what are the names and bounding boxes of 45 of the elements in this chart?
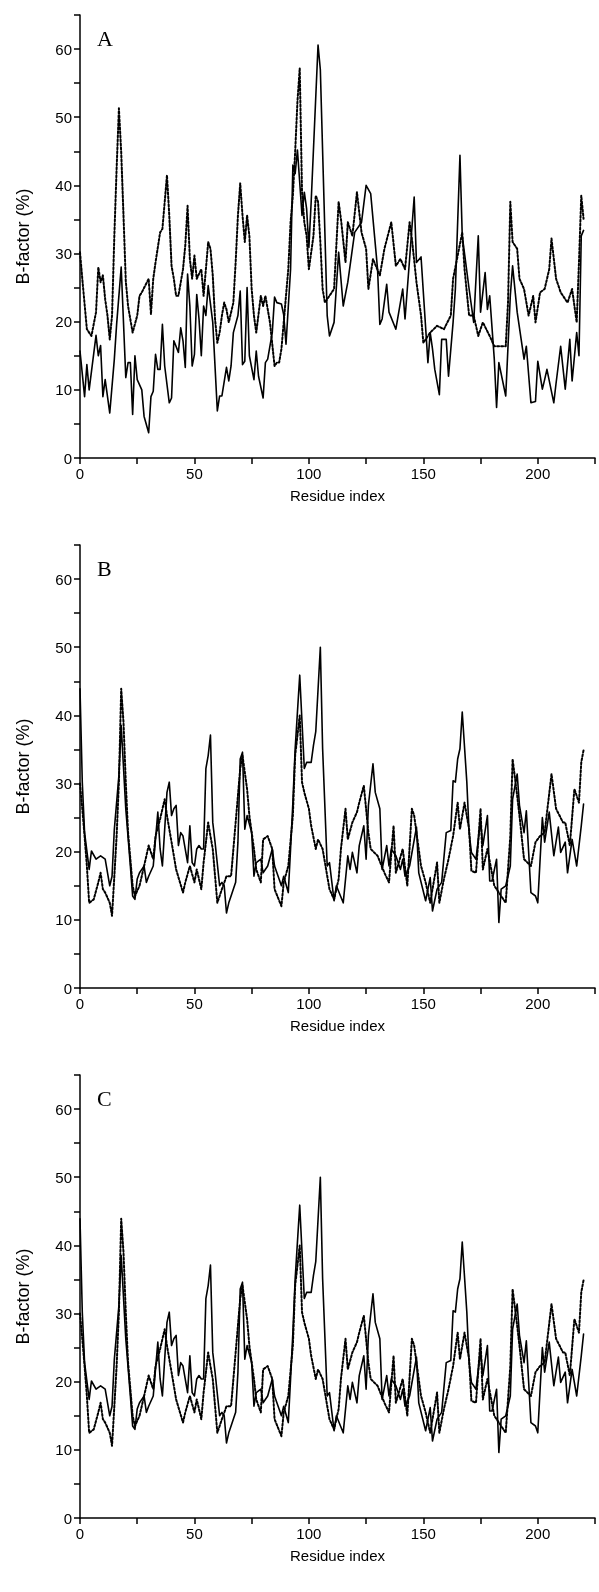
y-tick-label: 50: [55, 108, 72, 126]
y-tick-label: 40: [55, 1236, 72, 1254]
y-tick-label: 50: [55, 638, 72, 656]
y-tick-label: 30: [55, 245, 72, 263]
x-tick-label: 0: [75, 995, 85, 1012]
x-axis-title: Residue index: [289, 487, 386, 504]
x-tick-label: 100: [296, 995, 322, 1012]
y-tick-label: 20: [55, 313, 72, 331]
y-tick-label: 50: [55, 1168, 72, 1186]
x-tick-label: 0: [75, 1525, 85, 1542]
y-axis-title: B-factor (%): [13, 1248, 33, 1345]
y-tick-label: 10: [55, 911, 72, 929]
y-tick-label: 0: [63, 979, 72, 997]
y-tick-label: 40: [55, 176, 72, 194]
x-tick-label: 200: [525, 1525, 551, 1542]
y-axis-title: B-factor (%): [13, 188, 33, 285]
x-tick-label: 0: [75, 465, 85, 482]
y-tick-label: 30: [55, 775, 72, 793]
x-tick-label: 150: [410, 1525, 436, 1542]
x-axis-title: Residue index: [289, 1017, 386, 1034]
y-tick-label: 40: [55, 706, 72, 724]
y-tick-label: 0: [63, 1509, 72, 1527]
x-tick-label: 50: [186, 1525, 203, 1542]
text: B: [97, 555, 112, 581]
text: A: [97, 25, 113, 51]
x-tick-label: 150: [410, 995, 436, 1012]
x-tick-label: 150: [410, 465, 436, 482]
x-tick-label: 100: [296, 465, 322, 482]
y-tick-label: 10: [55, 1441, 72, 1459]
y-tick-label: 20: [55, 843, 72, 861]
x-tick-label: 50: [186, 995, 203, 1012]
y-tick-label: 30: [55, 1305, 72, 1323]
y-tick-label: 60: [55, 40, 72, 58]
y-tick-label: 20: [55, 1373, 72, 1391]
x-axis-title: Residue index: [289, 1547, 386, 1564]
y-tick-label: 0: [63, 449, 72, 467]
y-tick-label: 10: [55, 381, 72, 399]
y-tick-label: 60: [55, 570, 72, 588]
x-tick-label: 200: [525, 995, 551, 1012]
x-tick-label: 200: [525, 465, 551, 482]
y-axis-title: B-factor (%): [13, 718, 33, 815]
x-tick-label: 100: [296, 1525, 322, 1542]
text: C: [97, 1085, 112, 1111]
x-tick-label: 50: [186, 465, 203, 482]
y-tick-label: 60: [55, 1100, 72, 1118]
